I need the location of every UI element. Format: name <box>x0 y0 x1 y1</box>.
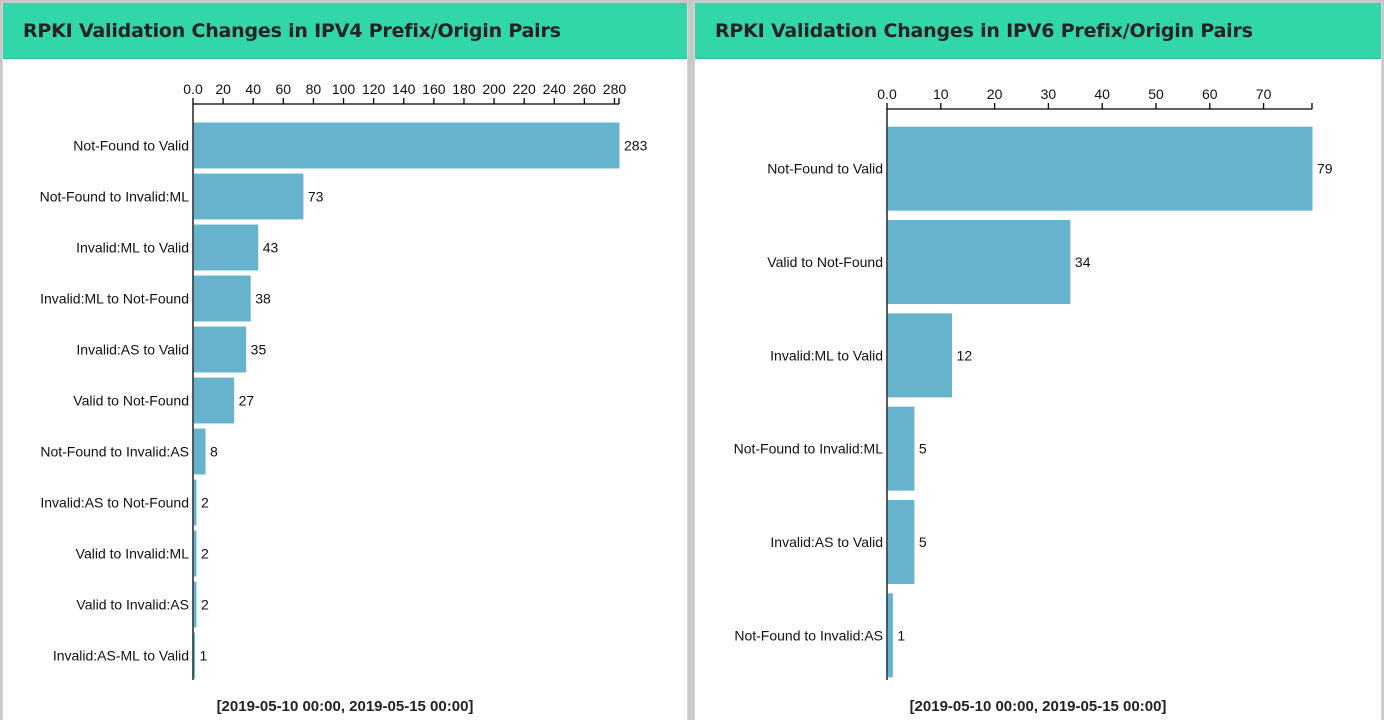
ipv4-bar <box>193 275 251 322</box>
ipv4-x-tick-label: 160 <box>422 81 446 97</box>
ipv4-value-label: 27 <box>239 393 255 409</box>
ipv4-value-label: 2 <box>201 495 209 511</box>
ipv4-category-label: Invalid:AS-ML to Valid <box>53 648 189 664</box>
ipv4-value-label: 38 <box>255 291 271 307</box>
ipv4-x-tick-label: 60 <box>276 81 292 97</box>
ipv6-chart-title: RPKI Validation Changes in IPV6 Prefix/O… <box>715 19 1253 42</box>
ipv4-x-tick-label: 120 <box>362 81 386 97</box>
ipv4-value-label: 35 <box>251 342 267 358</box>
ipv4-bar <box>193 173 304 220</box>
ipv4-date-range: [2019-05-10 00:00, 2019-05-15 00:00] <box>216 698 474 715</box>
ipv4-x-tick-label: 40 <box>245 81 261 97</box>
ipv4-value-label: 2 <box>201 597 209 613</box>
ipv4-value-label: 8 <box>210 444 218 460</box>
ipv6-value-label: 34 <box>1075 254 1091 270</box>
ipv4-value-label: 73 <box>308 189 324 205</box>
ipv4-x-tick-label: 280 <box>603 81 627 97</box>
ipv6-value-label: 5 <box>919 441 927 457</box>
ipv6-x-tick-label: 0.0 <box>877 86 897 102</box>
ipv4-x-tick-label: 180 <box>452 81 476 97</box>
ipv4-bar <box>193 122 620 169</box>
ipv4-category-label: Invalid:AS to Not-Found <box>40 495 189 511</box>
ipv4-x-tick-label: 20 <box>215 81 231 97</box>
ipv4-x-tick-label: 0.0 <box>183 81 203 97</box>
ipv6-bar-chart: 0.0 10 20 30 40 50 60 70 Not-Found to Valid 79 Val… <box>734 86 1333 680</box>
ipv6-x-tick-label: 60 <box>1202 86 1218 102</box>
ipv4-x-tick-label: 140 <box>392 81 416 97</box>
ipv4-value-label: 2 <box>201 546 209 562</box>
ipv6-date-range: [2019-05-10 00:00, 2019-05-15 00:00] <box>909 698 1167 715</box>
ipv4-value-label: 43 <box>263 240 279 256</box>
ipv6-bar <box>887 500 915 584</box>
ipv4-category-label: Invalid:ML to Not-Found <box>40 291 189 307</box>
ipv4-panel-header: RPKI Validation Changes in IPV4 Prefix/O… <box>3 3 687 59</box>
ipv4-category-label: Not-Found to Valid <box>73 138 189 154</box>
ipv6-value-label: 12 <box>957 347 973 363</box>
ipv4-category-label: Valid to Not-Found <box>73 393 189 409</box>
ipv6-category-label: Valid to Not-Found <box>767 254 883 270</box>
ipv4-category-label: Invalid:ML to Valid <box>76 240 189 256</box>
ipv6-bar <box>887 593 893 678</box>
ipv6-category-label: Not-Found to Invalid:AS <box>734 627 883 643</box>
ipv4-value-label: 1 <box>200 648 208 664</box>
ipv4-chart-panel: RPKI Validation Changes in IPV4 Prefix/O… <box>2 3 688 720</box>
ipv6-x-tick-label: 10 <box>933 86 949 102</box>
ipv4-bar <box>193 224 259 271</box>
ipv4-chart-title: RPKI Validation Changes in IPV4 Prefix/O… <box>23 19 561 42</box>
ipv6-category-label: Invalid:AS to Valid <box>770 534 883 550</box>
ipv4-category-label: Not-Found to Invalid:AS <box>40 444 189 460</box>
ipv4-category-label: Invalid:AS to Valid <box>76 342 189 358</box>
ipv4-x-tick-label: 100 <box>332 81 356 97</box>
ipv6-panel-header: RPKI Validation Changes in IPV6 Prefix/O… <box>695 3 1381 59</box>
ipv4-category-label: Valid to Invalid:ML <box>76 546 190 562</box>
ipv6-value-label: 1 <box>897 627 905 643</box>
ipv4-bar-chart: 0.0 20 40 60 80 100 120 140 160 180 200 220 240 260 28… <box>40 81 648 680</box>
ipv4-bar <box>193 428 206 475</box>
ipv6-x-tick-label: 70 <box>1256 86 1272 102</box>
ipv6-x-tick-label: 20 <box>987 86 1003 102</box>
ipv6-x-tick-label: 40 <box>1094 86 1110 102</box>
ipv6-value-label: 79 <box>1317 161 1333 177</box>
ipv4-x-tick-label: 80 <box>306 81 322 97</box>
ipv4-bar <box>193 326 247 373</box>
ipv6-category-label: Invalid:ML to Valid <box>770 347 883 363</box>
ipv6-value-label: 5 <box>919 534 927 550</box>
ipv4-category-label: Not-Found to Invalid:ML <box>40 189 190 205</box>
ipv4-bar <box>193 530 197 577</box>
ipv6-x-tick-label: 30 <box>1041 86 1057 102</box>
ipv4-x-tick-label: 240 <box>543 81 567 97</box>
ipv4-x-tick-label: 260 <box>573 81 597 97</box>
ipv4-x-tick-label: 220 <box>512 81 536 97</box>
ipv4-value-label: 283 <box>624 138 648 154</box>
ipv6-chart-panel: RPKI Validation Changes in IPV6 Prefix/O… <box>694 3 1382 720</box>
ipv6-bar <box>887 220 1071 304</box>
ipv4-bar <box>193 581 197 628</box>
ipv4-bar <box>193 377 235 424</box>
ipv6-category-label: Not-Found to Invalid:ML <box>734 441 884 457</box>
ipv4-x-tick-label: 200 <box>482 81 506 97</box>
ipv4-bar <box>193 479 197 526</box>
ipv6-x-tick-label: 50 <box>1148 86 1164 102</box>
ipv6-bar <box>887 406 915 491</box>
ipv6-bar <box>887 126 1313 211</box>
ipv6-bar <box>887 313 953 398</box>
ipv4-bar <box>193 632 196 679</box>
ipv6-category-label: Not-Found to Valid <box>767 161 883 177</box>
ipv4-category-label: Valid to Invalid:AS <box>76 597 189 613</box>
